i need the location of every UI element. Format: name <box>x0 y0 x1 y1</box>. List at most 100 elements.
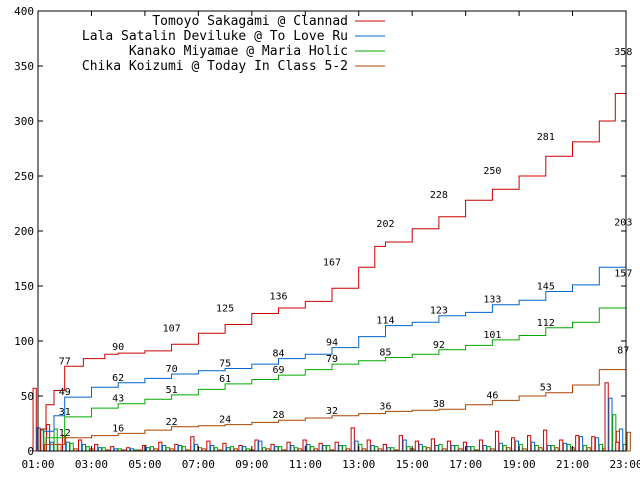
hourly-bar <box>94 443 99 452</box>
data-label: 92 <box>433 340 445 351</box>
data-label: 62 <box>112 373 124 384</box>
hourly-bar <box>178 445 183 452</box>
y-tick-label: 150 <box>14 280 34 293</box>
legend-label: Tomoyo Sakagami @ Clannad <box>152 14 348 29</box>
data-label: 75 <box>219 359 231 370</box>
data-label: 61 <box>219 374 231 385</box>
hourly-bar <box>494 430 500 452</box>
data-label: 69 <box>273 365 285 376</box>
hourly-bar <box>619 428 624 452</box>
hourly-bar <box>242 446 247 452</box>
series-line <box>38 57 627 452</box>
hourly-bar <box>543 429 548 452</box>
data-label: 358 <box>614 47 632 58</box>
data-label: 24 <box>219 415 231 426</box>
hourly-bar <box>398 435 403 452</box>
hourly-bar <box>69 442 74 452</box>
data-label: 94 <box>326 338 338 349</box>
hourly-bar <box>306 443 311 452</box>
data-label: 22 <box>166 417 178 428</box>
hourly-bar <box>434 445 439 452</box>
data-label: 51 <box>166 385 178 396</box>
hourly-bar <box>422 446 427 452</box>
hourly-bar <box>582 445 587 452</box>
hourly-bar <box>350 427 355 452</box>
hourly-bar <box>110 446 115 452</box>
hourly-bar <box>598 443 603 452</box>
axis-ticks: 0 50 100 150 200 250 300 350 400 01:00 03:00 05:00 0… <box>14 5 640 471</box>
x-tick-label: 19:00 <box>503 458 536 471</box>
data-label: 250 <box>483 166 501 177</box>
hourly-bar <box>254 439 259 452</box>
hourly-bar <box>342 445 347 452</box>
hourly-bar <box>514 440 519 452</box>
data-label: 133 <box>483 295 501 306</box>
data-label: 125 <box>216 304 234 315</box>
hourly-bar <box>334 441 339 452</box>
data-label: 31 <box>59 407 71 418</box>
y-tick-label: 200 <box>14 225 34 238</box>
data-label: 90 <box>112 342 124 353</box>
hourly-bar <box>78 439 83 452</box>
data-label: 28 <box>273 410 285 421</box>
hourly-bar <box>446 440 452 452</box>
plot-frame <box>37 10 627 452</box>
hourly-bar <box>229 446 235 452</box>
hourly-bar <box>290 445 295 452</box>
hourly-bar <box>402 439 407 452</box>
data-label: 70 <box>166 364 178 375</box>
data-label: 157 <box>614 268 632 279</box>
x-tick-label: 01:00 <box>21 458 54 471</box>
hourly-bar <box>210 445 215 452</box>
hourly-bar <box>486 446 491 452</box>
hourly-bar <box>382 443 387 452</box>
hourly-bar <box>318 442 323 452</box>
hourly-bar <box>286 441 291 452</box>
legend-label: Chika Koizumi @ Today In Class 5-2 <box>82 59 348 74</box>
data-label: 228 <box>430 190 448 201</box>
data-label: 87 <box>617 345 629 356</box>
hourly-bar <box>418 443 423 452</box>
hourly-bar <box>591 436 596 452</box>
y-tick-label: 50 <box>21 390 34 403</box>
data-label: 281 <box>537 132 555 143</box>
hourly-bar <box>608 397 613 452</box>
data-label: 112 <box>537 318 555 329</box>
data-label: 107 <box>163 323 181 334</box>
hourly-bar <box>546 445 552 452</box>
hourly-bar <box>430 438 436 452</box>
hourly-bar <box>310 446 315 452</box>
series-line <box>38 227 627 452</box>
data-label: 12 <box>59 428 71 439</box>
hourly-bar <box>562 442 568 452</box>
hourly-bar <box>354 440 359 452</box>
hourly-bar <box>559 439 564 452</box>
data-label: 16 <box>112 423 124 434</box>
hourly-bar <box>575 435 580 452</box>
hourly-bar <box>190 436 195 452</box>
x-tick-label: 07:00 <box>182 458 215 471</box>
y-tick-label: 250 <box>14 170 34 183</box>
hourly-bar <box>450 445 455 452</box>
data-label: 85 <box>379 348 391 359</box>
series-line <box>38 355 627 452</box>
hourly-bar <box>222 442 227 452</box>
x-tick-label: 15:00 <box>396 458 429 471</box>
hourly-bar <box>158 441 163 452</box>
hourly-bar <box>322 445 327 452</box>
hourly-bar <box>65 441 70 452</box>
hourly-bar <box>550 445 555 452</box>
data-label: 77 <box>59 356 71 367</box>
hourly-bar <box>370 445 375 452</box>
hourly-bar <box>206 440 211 452</box>
y-tick-label: 300 <box>14 115 34 128</box>
hourly-bar <box>326 445 331 452</box>
data-label: 79 <box>326 354 338 365</box>
hourly-bar <box>470 446 475 452</box>
hourly-bar <box>161 445 167 452</box>
hourly-bar <box>338 445 343 452</box>
hourly-bar <box>270 443 275 452</box>
hourly-bar <box>278 446 283 452</box>
data-label: 36 <box>379 401 391 412</box>
